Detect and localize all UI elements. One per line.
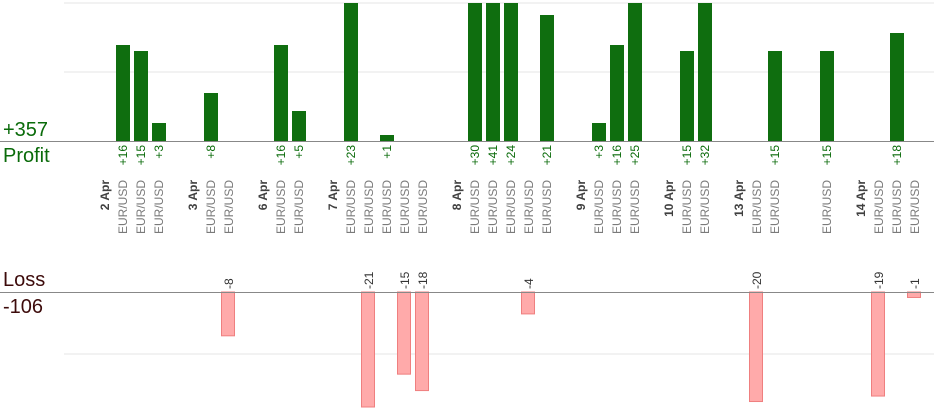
pair-label: EUR/USD	[380, 180, 394, 234]
pair-label: EUR/USD	[468, 180, 482, 234]
profit-value-label: +18	[890, 145, 904, 166]
profit-bar	[610, 45, 624, 141]
pair-label: EUR/USD	[698, 180, 712, 234]
pair-label: EUR/USD	[610, 180, 624, 234]
pair-label: EUR/USD	[522, 180, 536, 234]
profit-value-label: +23	[344, 145, 358, 166]
loss-value-label: -21	[362, 271, 376, 289]
profit-value-label: +24	[504, 145, 518, 166]
profit-bar	[628, 3, 642, 141]
profit-bar	[768, 51, 782, 141]
pair-label: EUR/USD	[628, 180, 642, 234]
pair-label: EUR/USD	[768, 180, 782, 234]
profit-value-label: +3	[592, 145, 606, 159]
profit-bar	[504, 3, 518, 141]
profit-bar	[486, 3, 500, 141]
profit-bar	[890, 33, 904, 141]
loss-bar	[521, 291, 535, 315]
loss-value-label: -15	[398, 271, 412, 289]
profit-bar	[344, 3, 358, 141]
loss-bar	[221, 291, 235, 337]
pair-label: EUR/USD	[872, 180, 886, 234]
profit-bar	[116, 45, 130, 141]
loss-value-label: -8	[222, 278, 236, 289]
profit-value-label: +16	[274, 145, 288, 166]
pair-label: EUR/USD	[504, 180, 518, 234]
loss-value-label: -18	[416, 271, 430, 289]
profit-value-label: +21	[540, 145, 554, 166]
loss-bar	[871, 291, 885, 397]
profit-bar	[698, 3, 712, 141]
date-label: 13 Apr	[732, 180, 746, 217]
profit-value-label: +16	[610, 145, 624, 166]
loss-bar	[397, 291, 411, 375]
profit-bar	[592, 123, 606, 141]
profit-value-label: +25	[628, 145, 642, 166]
profit-value-label: +8	[204, 145, 218, 159]
profit-value-label: +30	[468, 145, 482, 166]
profit-bar	[540, 15, 554, 141]
date-label: 14 Apr	[854, 180, 868, 217]
loss-bar	[415, 291, 429, 392]
profit-bar	[820, 51, 834, 141]
profit-bar	[274, 45, 288, 141]
pair-label: EUR/USD	[152, 180, 166, 234]
pair-label: EUR/USD	[292, 180, 306, 234]
profit-value-label: +15	[820, 145, 834, 166]
pair-label: EUR/USD	[820, 180, 834, 234]
pair-label: EUR/USD	[362, 180, 376, 234]
date-label: 3 Apr	[186, 180, 200, 211]
profit-label: Profit	[3, 145, 50, 167]
pair-label: EUR/USD	[540, 180, 554, 234]
date-label: 9 Apr	[574, 180, 588, 211]
profit-value-label: +15	[134, 145, 148, 166]
pair-label: EUR/USD	[680, 180, 694, 234]
pair-label: EUR/USD	[750, 180, 764, 234]
pair-label: EUR/USD	[222, 180, 236, 234]
profit-total: +357	[3, 119, 49, 141]
pair-label: EUR/USD	[344, 180, 358, 234]
date-label: 6 Apr	[256, 180, 270, 211]
profit-bar	[292, 111, 306, 141]
loss-value-label: -19	[872, 271, 886, 289]
pair-label: EUR/USD	[398, 180, 412, 234]
pair-label: EUR/USD	[116, 180, 130, 234]
profit-value-label: +15	[768, 145, 782, 166]
profit-value-label: +5	[292, 145, 306, 159]
pair-label: EUR/USD	[592, 180, 606, 234]
loss-label: Loss	[3, 269, 46, 291]
loss-value-label: -4	[522, 278, 536, 289]
loss-total: -106	[3, 296, 44, 318]
profit-value-label: +15	[680, 145, 694, 166]
loss-bar	[749, 291, 763, 403]
date-label: 8 Apr	[450, 180, 464, 211]
profit-value-label: +3	[152, 145, 166, 159]
profit-bar	[152, 123, 166, 141]
profit-bar	[204, 93, 218, 141]
loss-value-label: -20	[750, 271, 764, 289]
profit-value-label: +41	[486, 145, 500, 166]
profit-bar	[680, 51, 694, 141]
profit-bar	[134, 51, 148, 141]
pair-label: EUR/USD	[908, 180, 922, 234]
loss-value-label: -1	[908, 278, 922, 289]
date-label: 7 Apr	[326, 180, 340, 211]
pair-label: EUR/USD	[416, 180, 430, 234]
pair-label: EUR/USD	[486, 180, 500, 234]
profit-value-label: +16	[116, 145, 130, 166]
pair-label: EUR/USD	[134, 180, 148, 234]
pair-label: EUR/USD	[890, 180, 904, 234]
date-label: 10 Apr	[662, 180, 676, 217]
profit-value-label: +1	[380, 145, 394, 159]
pair-label: EUR/USD	[204, 180, 218, 234]
date-label: 2 Apr	[98, 180, 112, 211]
pair-label: EUR/USD	[274, 180, 288, 234]
profit-bar	[468, 3, 482, 141]
profit-bar	[380, 135, 394, 141]
loss-bar	[361, 291, 375, 408]
profit-value-label: +32	[698, 145, 712, 166]
